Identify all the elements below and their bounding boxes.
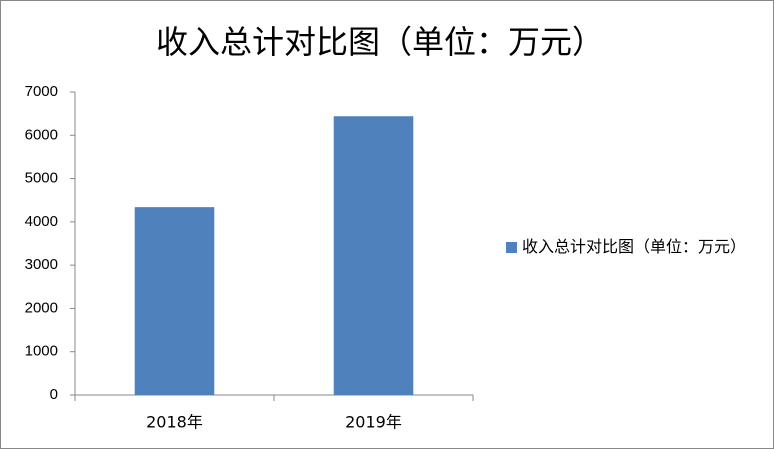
y-tick-label: 5000 [25,170,58,187]
y-tick-label: 4000 [25,213,58,230]
y-tick-label: 3000 [25,256,58,273]
bar [134,207,215,395]
y-tick-label: 1000 [25,343,58,360]
legend-key [506,242,517,253]
x-tick-label: 2019年 [345,413,402,432]
bar [333,116,414,396]
y-tick-label: 0 [50,386,58,403]
chart-title: 收入总计对比图（单位：万元） [156,23,604,61]
y-tick-label: 7000 [25,83,58,100]
legend-label: 收入总计对比图（单位：万元） [522,237,747,256]
legend: 收入总计对比图（单位：万元） [506,233,756,260]
y-tick-label: 2000 [25,299,58,316]
x-tick-label: 2018年 [146,413,203,432]
y-tick-label: 6000 [25,126,58,143]
